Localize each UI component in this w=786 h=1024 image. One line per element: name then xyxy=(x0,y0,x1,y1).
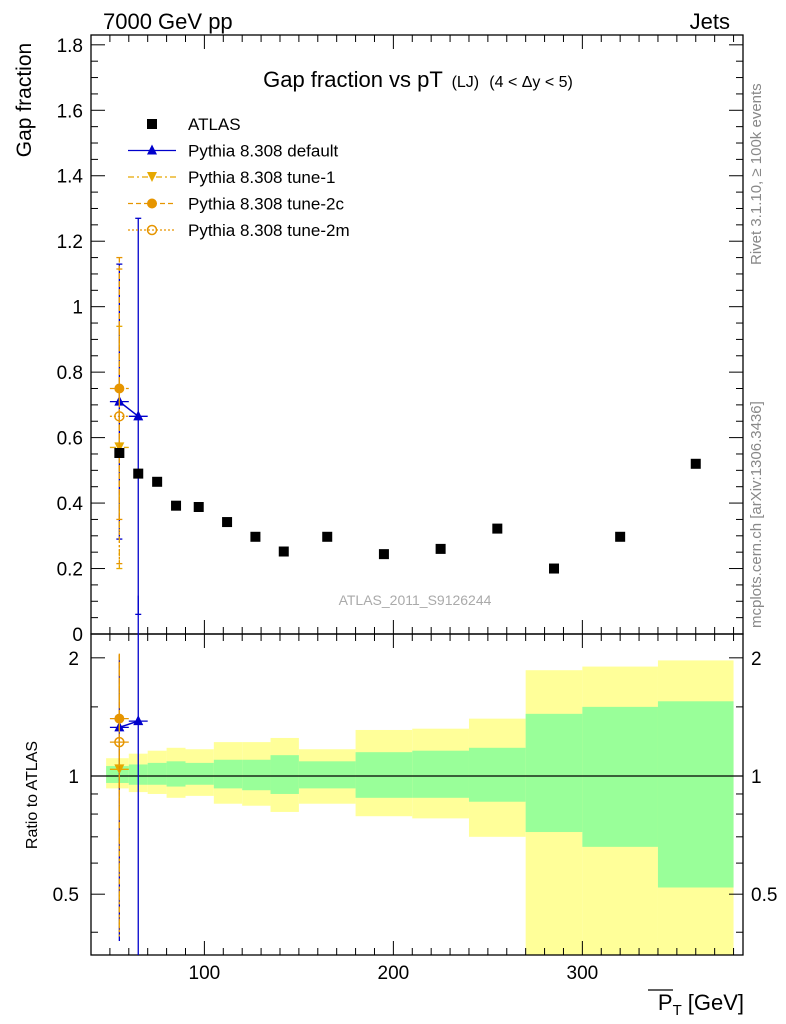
y-tick-label: 1 xyxy=(72,298,83,319)
legend: ATLAS Pythia 8.308 default Pythia 8.308 tu… xyxy=(128,115,350,240)
atlas-data-point xyxy=(278,546,289,557)
x-axis-label-unit: [GeV] xyxy=(688,990,744,1015)
pythia-8-308-tune-1-point xyxy=(114,442,125,453)
ratio-band-inner xyxy=(242,759,271,791)
x-axis-label-p: P xyxy=(658,990,673,1015)
ratio-band-inner xyxy=(657,701,734,888)
atlas-data-point xyxy=(193,501,204,512)
chart-title-sub2: (4 < Δy < 5) xyxy=(489,74,573,91)
ratio-plot-frame xyxy=(90,633,744,956)
y-axis-label: Gap fraction xyxy=(13,43,36,157)
ratio-pythia-8-308-tune-2m-point xyxy=(114,736,125,748)
ratio-band-inner xyxy=(213,759,243,789)
header-right: Jets xyxy=(690,9,730,34)
y-tick-label: 1.4 xyxy=(57,167,84,188)
ratio-y-tick-label: 1 xyxy=(68,767,79,788)
y-tick-label: 0.4 xyxy=(57,494,84,515)
y-tick-label: 0.8 xyxy=(57,363,83,384)
main-plot-area: 0 0.2 0.4 0.6 0.8 1 1.2 1.4 1.6 1.8 xyxy=(57,34,744,646)
y-tick-label: 0 xyxy=(72,625,83,646)
legend-atlas-marker xyxy=(147,119,157,129)
legend-pythia-8-308-tune-1-marker xyxy=(147,172,157,182)
pythia-8-308-default-point xyxy=(133,410,144,421)
atlas-data-point xyxy=(492,523,503,534)
mcplots-reference-label: mcplots.cern.ch [arXiv:1306.3436] xyxy=(748,401,765,628)
y-tick-label: 0.6 xyxy=(57,429,83,450)
rivet-version-label: Rivet 3.1.10, ≥ 100k events xyxy=(748,83,765,265)
atlas-data-point xyxy=(549,563,560,574)
legend-pythia-8-308-default-label: Pythia 8.308 default xyxy=(188,142,339,161)
ratio-y-tick-label: 0.5 xyxy=(53,885,79,906)
atlas-data-point xyxy=(322,531,333,542)
atlas-data-point xyxy=(615,531,626,542)
ratio-band-inner xyxy=(185,762,214,785)
atlas-data-point xyxy=(152,476,163,487)
ratio-pythia-8-308-default-point xyxy=(133,715,144,726)
legend-pythia-8-308-tune-2c-marker xyxy=(147,198,157,209)
pythia-8-308-default-line xyxy=(118,401,139,417)
chart-title: Gap fraction vs pT (LJ) (4 < Δy < 5) xyxy=(263,67,573,92)
ratio-band-inner xyxy=(468,747,526,802)
x-tick-label: 300 xyxy=(567,963,599,984)
ratio-y-tick-label-right: 2 xyxy=(751,649,762,670)
x-tick-label: 100 xyxy=(189,963,221,984)
legend-pythia-8-308-tune-2c-label: Pythia 8.308 tune-2c xyxy=(188,195,344,214)
atlas-data-point xyxy=(114,447,125,458)
header-left: 7000 GeV pp xyxy=(103,9,233,34)
atlas-data-point xyxy=(378,549,389,560)
ratio-band-inner xyxy=(582,706,658,847)
atlas-data-point xyxy=(222,517,233,528)
pythia-8-308-tune-2m-point xyxy=(114,411,125,422)
y-tick-label: 1.8 xyxy=(57,36,83,57)
x-tick-label: 200 xyxy=(378,963,410,984)
atlas-data-point xyxy=(250,531,261,542)
ratio-band-inner xyxy=(270,755,299,794)
chart-title-main: Gap fraction vs pT xyxy=(263,67,442,92)
pythia-8-308-tune-2c-point xyxy=(114,383,125,394)
y-tick-label: 1.2 xyxy=(57,232,83,253)
ratio-band-inner xyxy=(106,766,129,783)
ratio-band-inner xyxy=(412,750,469,798)
ratio-band-inner xyxy=(355,752,413,798)
atlas-data-point xyxy=(171,500,182,511)
ratio-y-tick-label: 2 xyxy=(68,649,79,670)
ratio-y-axis-label: Ratio to ATLAS xyxy=(24,741,41,849)
atlas-data-point xyxy=(690,458,701,469)
x-axis-label-t: T xyxy=(673,1002,682,1019)
legend-pythia-8-308-tune-2m-label: Pythia 8.308 tune-2m xyxy=(188,221,350,240)
chart-title-sub1: (LJ) xyxy=(452,74,480,91)
legend-pythia-8-308-tune-1-label: Pythia 8.308 tune-1 xyxy=(188,168,335,187)
atlas-data-point xyxy=(435,543,446,554)
ratio-pythia-8-308-default-line xyxy=(119,720,139,729)
x-axis-label: PT [GeV] xyxy=(658,990,744,1019)
legend-pythia-8-308-default-marker xyxy=(147,144,157,155)
ratio-band-inner xyxy=(525,713,583,833)
ratio-y-tick-label-right: 1 xyxy=(751,767,762,788)
y-tick-label: 0.2 xyxy=(57,560,83,581)
ratio-plot-area: 100 200 300 0.5 0.5 1 1 2 2 xyxy=(53,595,777,984)
legend-atlas-label: ATLAS xyxy=(188,115,241,134)
ratio-band-inner xyxy=(298,761,356,789)
ratio-band-inner xyxy=(166,761,186,787)
legend-pythia-8-308-tune-2m-marker xyxy=(146,224,158,236)
ratio-band-inner xyxy=(147,762,167,785)
y-tick-label: 1.6 xyxy=(57,101,83,122)
atlas-data-point xyxy=(133,468,144,479)
ratio-y-tick-label-right: 0.5 xyxy=(751,885,777,906)
analysis-watermark: ATLAS_2011_S9126244 xyxy=(339,592,492,608)
